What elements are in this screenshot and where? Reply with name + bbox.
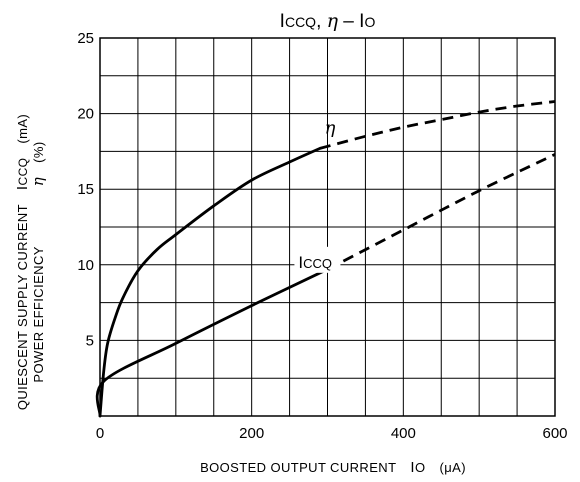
series-eta-solid-line: [98, 147, 322, 418]
y-tick-label: 20: [77, 106, 94, 123]
y-tick-label: 10: [77, 257, 94, 274]
series-eta-dashed-line: [319, 100, 556, 150]
y-tick-label: 25: [77, 30, 94, 47]
plot-frame: [99, 37, 556, 417]
series-iccq-label: ICCQ: [298, 253, 332, 272]
tick-labels: 0 200 400 600 5 10 15 20 25: [77, 30, 567, 442]
curves: [95, 100, 556, 418]
series-labels: η ICCQ: [294, 117, 341, 273]
x-axis-label: BOOSTED OUTPUT CURRENT IO (μA): [200, 459, 466, 476]
x-tick-label: 600: [542, 425, 567, 442]
x-tick-label: 0: [96, 425, 104, 442]
y-tick-label: 15: [77, 181, 94, 198]
series-label-background: [294, 246, 341, 273]
x-tick-label: 400: [391, 425, 416, 442]
y-axis-label-current: QUIESCENT SUPPLY CURRENTICCQ(mA): [14, 114, 31, 410]
y-axis-label-efficiency: POWER EFFICIENCYη(%): [29, 141, 47, 382]
series-iccq-solid-line: [95, 267, 329, 418]
y-tick-label: 5: [86, 332, 94, 349]
x-tick-label: 200: [239, 425, 264, 442]
grid: [100, 38, 555, 416]
series-eta-label: η: [325, 117, 336, 138]
chart-title: ICCQ, η – IO: [280, 10, 376, 32]
series-iccq-dashed-line: [326, 153, 556, 271]
